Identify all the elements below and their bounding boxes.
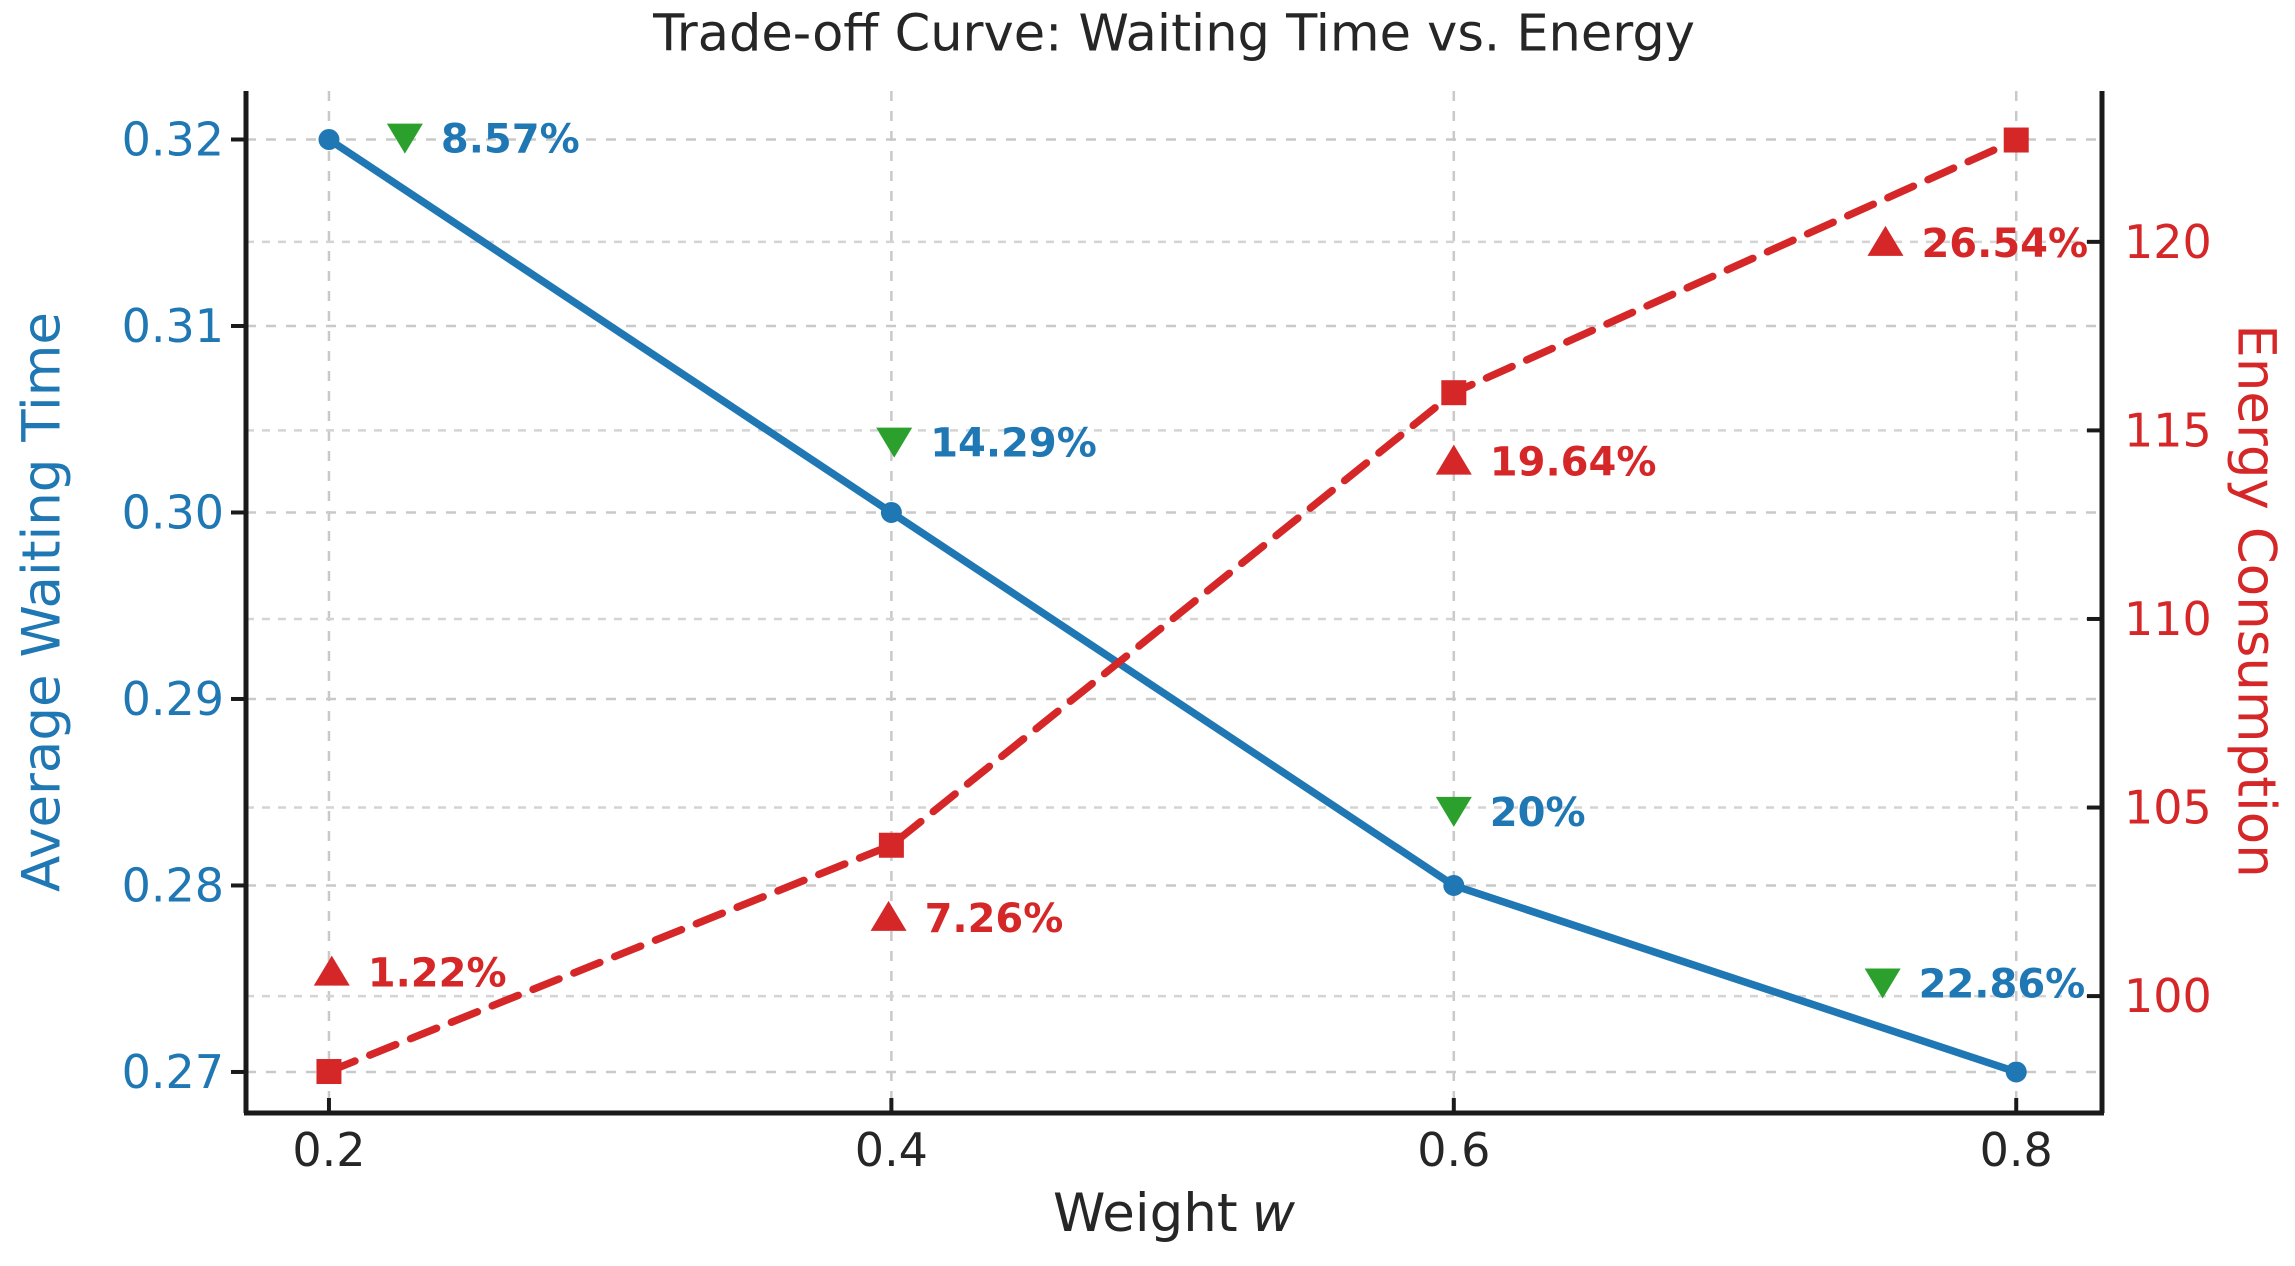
left-tick-label-5: 0.27 bbox=[122, 1045, 224, 1099]
marker-waiting_time-1 bbox=[880, 501, 902, 523]
annotation-label-6: 19.64% bbox=[1490, 440, 1657, 486]
left-tick-label-1: 0.31 bbox=[122, 299, 224, 353]
right-tick-label-0: 120 bbox=[2124, 215, 2212, 269]
left-tick-label-3: 0.29 bbox=[122, 672, 224, 726]
right-tick-label-4: 100 bbox=[2124, 969, 2212, 1023]
series-line-waiting_time bbox=[325, 135, 2020, 1076]
annotation-label-2: 20% bbox=[1490, 790, 1586, 836]
left-y-axis-label: Average Waiting Time bbox=[12, 312, 73, 892]
annotation-label-3: 22.86% bbox=[1919, 961, 2086, 1007]
marker-energy_consumption-1 bbox=[878, 832, 904, 858]
gridlines-layer bbox=[246, 91, 2102, 1113]
left-tick-label-4: 0.28 bbox=[122, 858, 224, 912]
annotation-label-7: 26.54% bbox=[1921, 221, 2088, 267]
annotation-label-4: 1.22% bbox=[368, 951, 507, 997]
annotation-increase-icon bbox=[313, 955, 350, 986]
annotation-label-5: 7.26% bbox=[925, 896, 1064, 942]
x-axis-label: Weight w bbox=[1053, 1183, 1296, 1244]
annotation-label-1: 14.29% bbox=[930, 421, 1097, 467]
annotation-increase-icon bbox=[1435, 444, 1472, 475]
right-tick-label-1: 115 bbox=[2124, 403, 2212, 457]
marker-waiting_time-0 bbox=[318, 128, 340, 150]
left-tick-label-2: 0.30 bbox=[122, 485, 224, 539]
marker-energy_consumption-3 bbox=[2003, 127, 2029, 153]
marker-energy_consumption-0 bbox=[316, 1059, 342, 1085]
x-tick-label-0: 0.2 bbox=[292, 1123, 365, 1177]
annotation-label-0: 8.57% bbox=[441, 117, 580, 163]
annotations-layer: 8.57% 14.29% 20% 22.86% 1.22% 7.26% 19.64% 26.5… bbox=[313, 117, 2088, 1007]
x-axis-label-variable: w bbox=[1252, 1183, 1296, 1244]
x-tick-label-3: 0.8 bbox=[1980, 1123, 2053, 1177]
annotation-decrease-icon bbox=[876, 427, 913, 458]
axes-layer bbox=[231, 91, 2105, 1116]
marker-waiting_time-3 bbox=[2005, 1061, 2027, 1083]
annotation-increase-icon bbox=[870, 900, 907, 931]
chart-title: Trade-off Curve: Waiting Time vs. Energy bbox=[652, 5, 1695, 64]
series-layer bbox=[316, 127, 2029, 1085]
annotation-increase-icon bbox=[1867, 225, 1904, 256]
tick-labels-layer: 0.2 0.4 0.6 0.8 0.32 0.31 0.30 0.29 0.28 0.27 120 1… bbox=[122, 112, 2212, 1177]
annotation-decrease-icon bbox=[386, 123, 423, 154]
x-tick-label-1: 0.4 bbox=[855, 1123, 928, 1177]
x-axis-label-text: Weight bbox=[1053, 1183, 1238, 1244]
right-tick-label-2: 110 bbox=[2124, 592, 2212, 646]
annotation-decrease-icon bbox=[1864, 968, 1901, 999]
marker-waiting_time-2 bbox=[1443, 874, 1465, 896]
x-tick-label-2: 0.6 bbox=[1417, 1123, 1490, 1177]
marker-energy_consumption-2 bbox=[1441, 380, 1467, 406]
annotation-decrease-icon bbox=[1435, 796, 1472, 827]
right-tick-label-3: 105 bbox=[2124, 781, 2212, 835]
series-line-energy_consumption bbox=[325, 136, 2020, 1076]
left-tick-label-0: 0.32 bbox=[122, 112, 224, 166]
right-y-axis-label: Energy Consumption bbox=[2226, 324, 2287, 877]
